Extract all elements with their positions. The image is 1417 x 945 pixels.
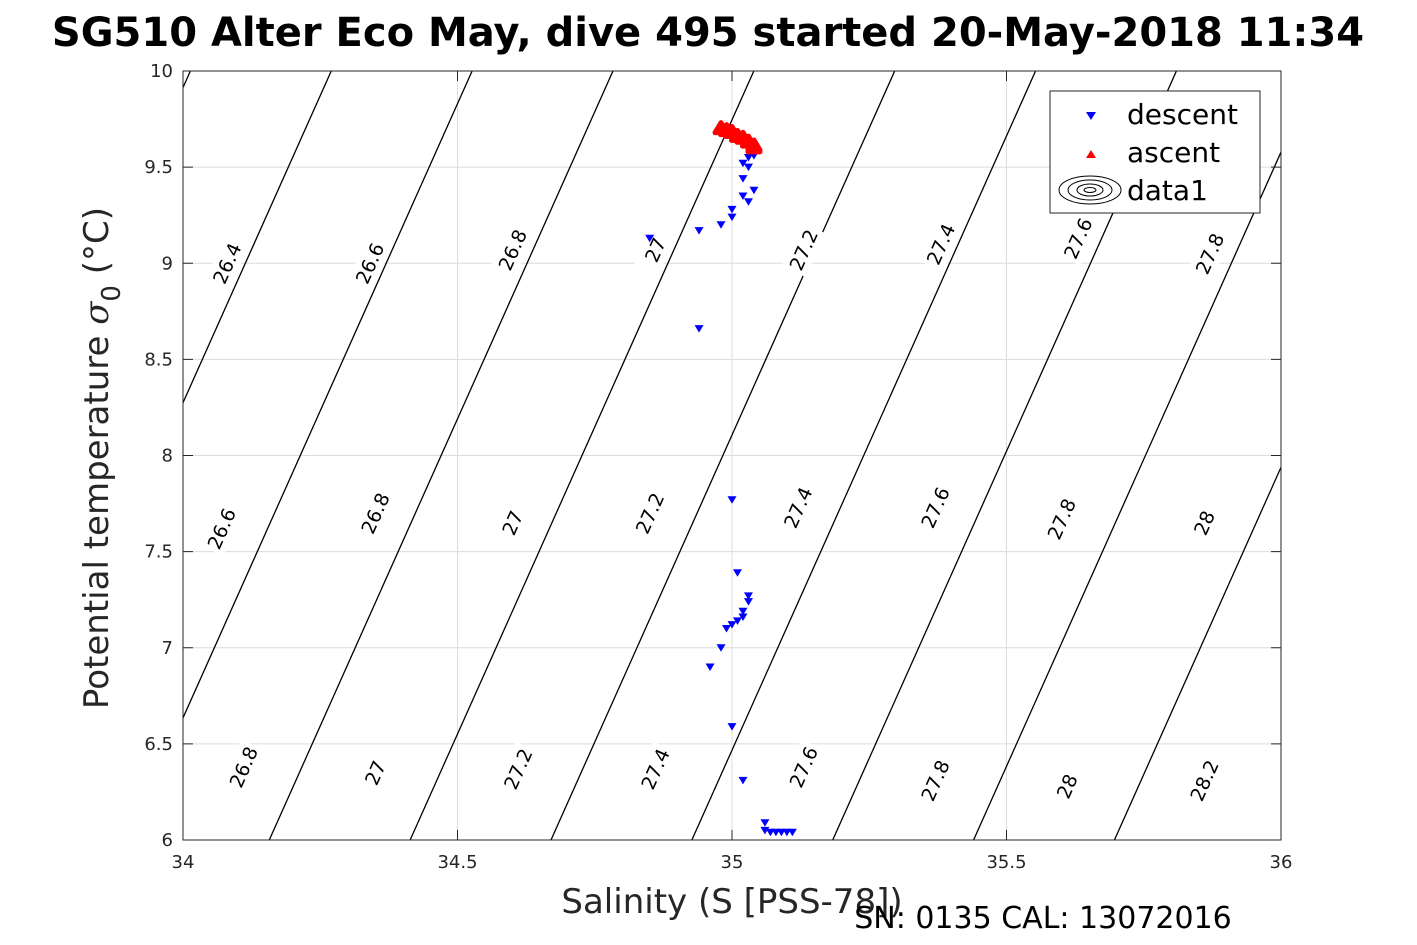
x-tick-label: 35.5 [986,852,1026,873]
contour-line [972,150,1281,840]
contour-label-bg [781,222,826,278]
sigma-subscript: 0 [97,285,127,302]
descent-point [738,175,748,183]
x-tick-label: 34.5 [437,852,477,873]
y-tick-label: 7 [162,638,173,659]
descent-point [727,213,737,222]
descent-point [705,663,715,671]
descent-point [727,496,737,504]
contour-label-bg [776,480,820,535]
y-axis-label-text: Potential temperature [77,325,117,709]
contour-label-bg [199,501,244,556]
descent-point [760,826,770,835]
y-axis-ticks: 6 6.5 7 7.5 8 8.5 9 9.5 10 [144,61,1281,851]
contour-label-bg [633,222,677,278]
contour-line [1113,465,1281,840]
legend-data1-label: data1 [1127,174,1208,207]
descent-point [716,644,726,652]
descent-point [743,198,753,206]
descent-point [743,163,753,172]
contour-label-bg [1182,495,1226,551]
chart-title: SG510 Alter Eco May, dive 495 started 20… [52,10,1364,56]
x-axis-label: Salinity (S [PSS-78]) [561,882,902,922]
contour-label-bg [490,495,535,551]
contour-label-bg [913,753,957,808]
descent-point [727,621,737,629]
contour-label-bg [918,216,963,272]
ascent-point [745,139,763,155]
contour-line [183,71,332,405]
contour-label-bg [353,745,397,800]
grid-lines [183,71,1281,840]
descent-point [749,186,759,195]
contour-label-bg [913,480,957,535]
contour-label-bg [1182,753,1226,808]
descent-point [716,221,726,229]
descent-point [732,569,742,577]
y-tick-label: 8 [162,446,173,467]
descent-point [738,159,748,168]
descent-point [722,625,732,633]
y-axis-unit: (°C) [77,207,117,285]
contour-label-bg [1187,226,1232,281]
contour-label-bg [781,739,826,795]
contour-label-bg [496,741,540,797]
descent-point [787,828,797,837]
descent-point [694,325,704,333]
x-tick-label: 34 [172,852,195,873]
legend-descent-marker [1086,112,1096,120]
descent-point [738,607,748,616]
contour-line [550,71,896,840]
descent-point [694,227,704,235]
x-tick-label: 35 [721,852,744,873]
descent-point [732,617,742,625]
contour-label-bg [1039,491,1084,547]
descent-point [738,192,748,200]
descent-point [727,723,737,731]
descent-point [743,592,753,600]
y-tick-label: 8.5 [144,349,173,370]
legend: descent ascent data1 [1049,90,1261,214]
contour-label-bg [221,739,266,795]
x-axis-ticks: 34 34.5 35 35.5 36 [172,71,1293,873]
serial-calibration-footer: SN: 0135 CAL: 13072016 [854,901,1232,936]
legend-box [1049,90,1261,214]
contour-label-bg [1045,758,1089,814]
y-tick-label: 7.5 [144,542,173,563]
descent-point [743,598,753,606]
legend-contour-icon [1058,175,1122,205]
contour-label-bg [1056,211,1100,266]
ascent-series [712,120,763,155]
descent-point [738,776,748,785]
contour-line [183,71,473,720]
descent-point [743,154,753,162]
legend-descent-label: descent [1127,98,1238,131]
legend-ascent-marker [1086,150,1096,158]
contour-label-bg [205,236,249,291]
y-tick-label: 9.5 [144,157,173,178]
y-tick-label: 6 [162,830,173,851]
y-tick-label: 6.5 [144,734,173,755]
sigma-symbol: σ [77,301,117,325]
contour-line [268,71,614,840]
y-axis-label: Potential temperature σ0 (°C) [77,207,127,709]
descent-point [760,819,770,827]
y-tick-label: 9 [162,253,173,274]
contour-label-bg [627,485,672,541]
contour-line [691,71,1037,840]
descent-point [738,613,748,621]
legend-ascent-label: ascent [1127,136,1220,169]
descent-point [645,234,655,243]
contour-label-bg [490,222,535,278]
descent-point [727,205,737,214]
y-tick-label: 10 [150,61,173,82]
x-tick-label: 36 [1270,852,1293,873]
contour-label-bg [353,485,397,541]
contour-label-bg [347,236,392,291]
contour-label-bg [633,741,677,797]
